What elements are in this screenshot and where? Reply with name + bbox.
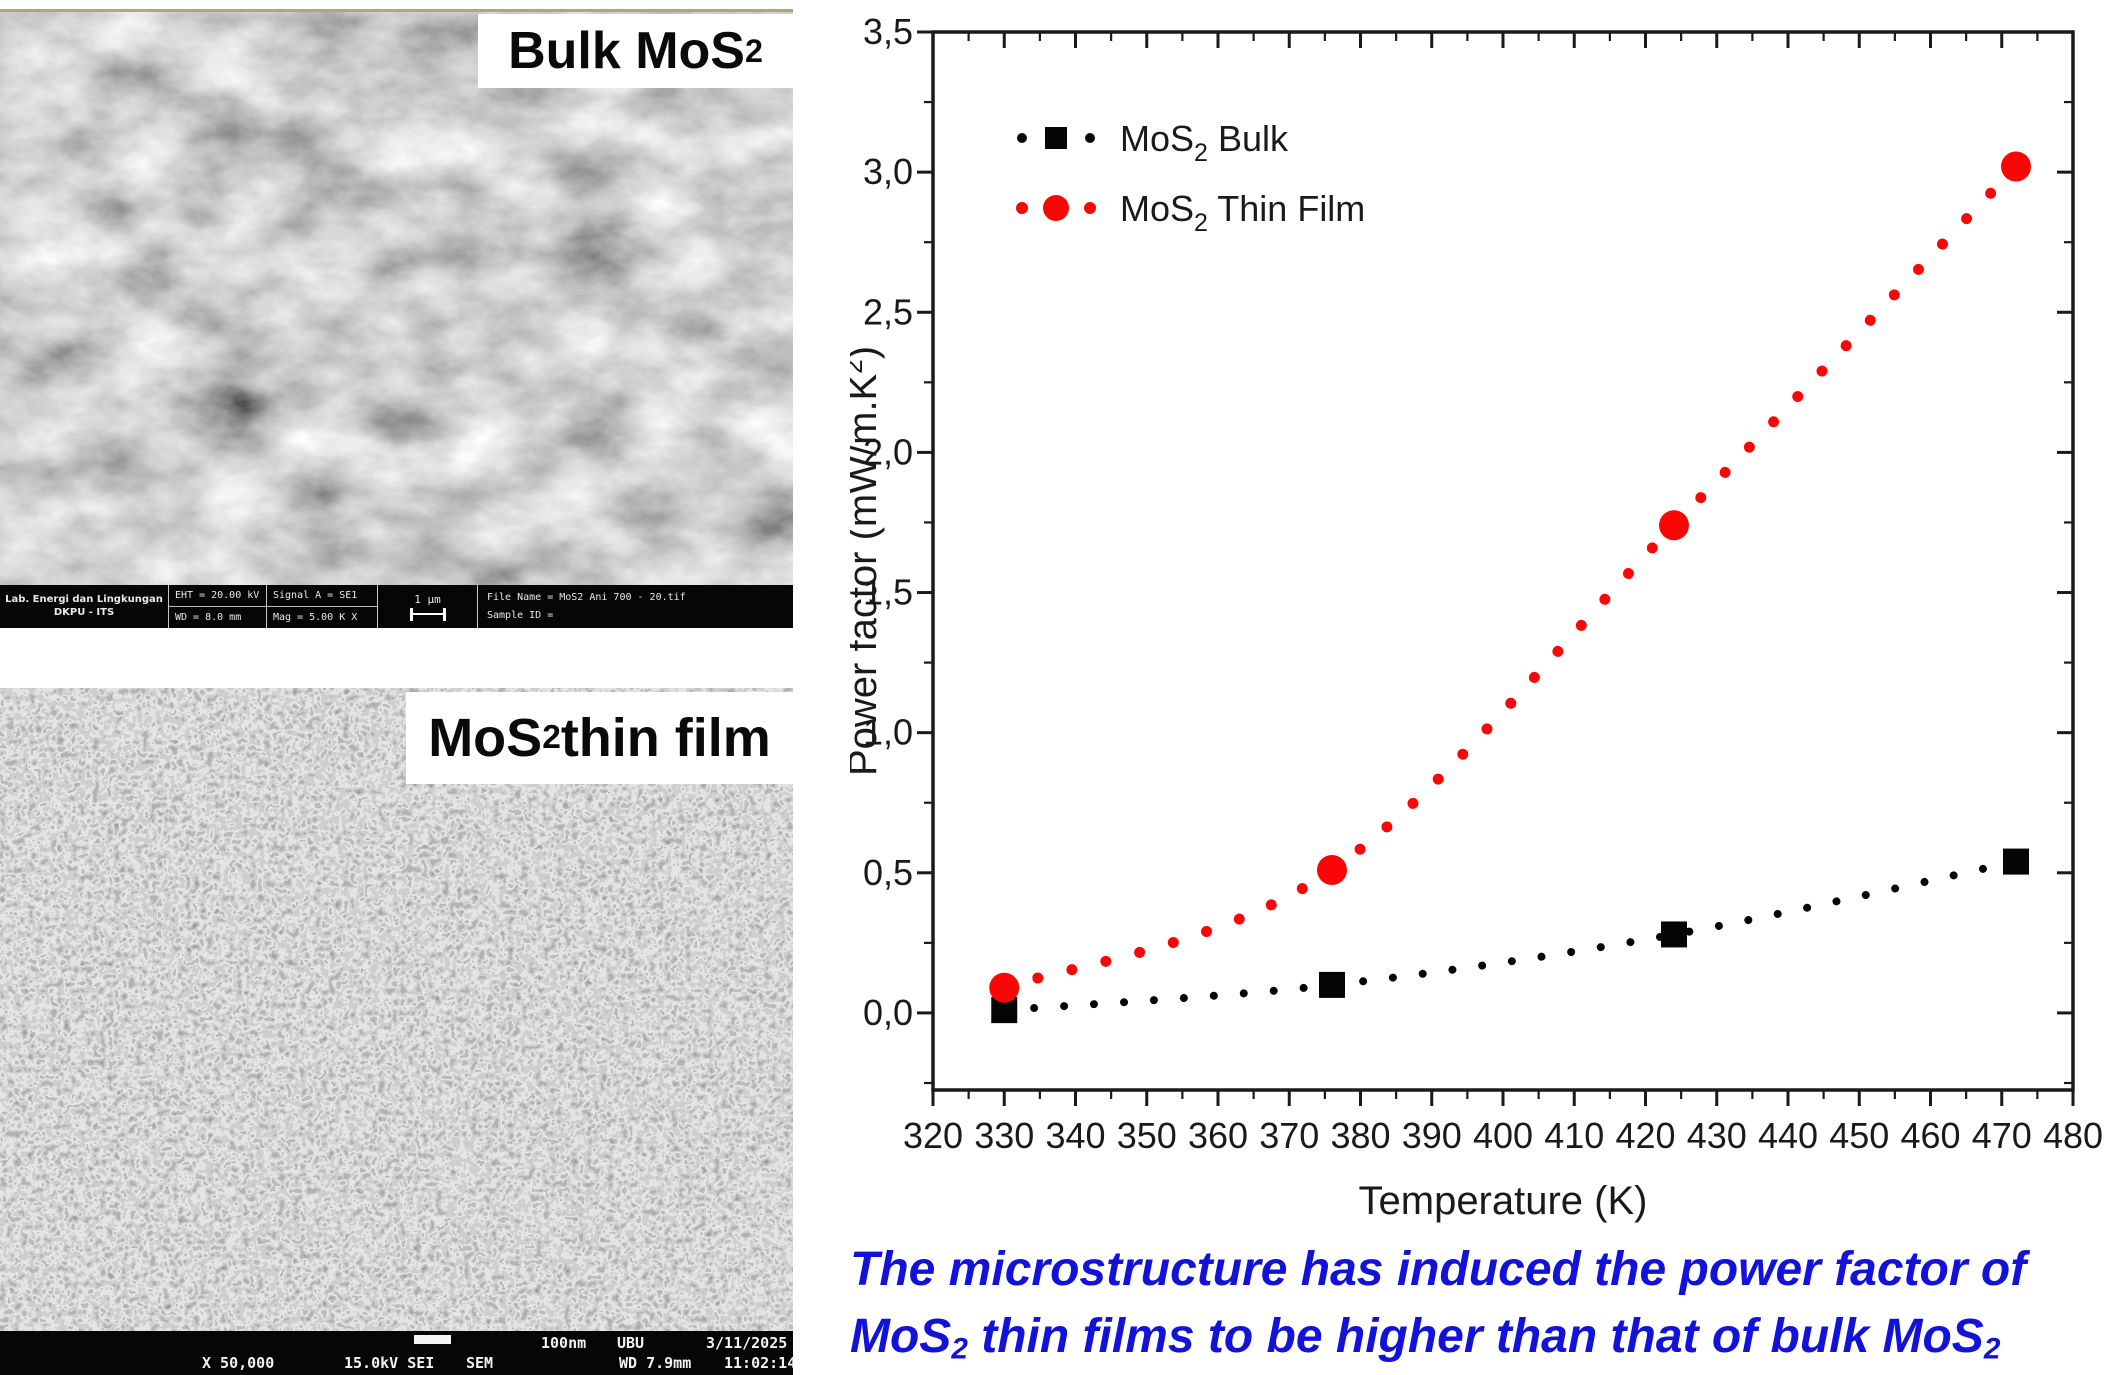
sem-signal-value: Signal A = SE1 (267, 585, 377, 607)
svg-text:350: 350 (1117, 1115, 1177, 1156)
sem-scale-cell: 1 μm (377, 585, 477, 628)
svg-text:MoS2 Thin Film: MoS2 Thin Film (1120, 188, 1365, 237)
svg-text:2,5: 2,5 (863, 291, 913, 332)
series-markers-1 (989, 151, 2031, 1003)
caption-line-1: The microstructure has induced the power… (850, 1243, 2027, 1296)
svg-text:380: 380 (1330, 1115, 1390, 1156)
scale-bar-100nm (414, 1335, 451, 1344)
sem-scale-label: 1 μm (414, 592, 441, 606)
sem2-voltage: 15.0kV SEI (344, 1354, 435, 1372)
sem-info-bar-thin-film: 100nm UBU 3/11/2025 X 50,000 15.0kV SEI … (0, 1331, 793, 1375)
sem2-mode: SEM (466, 1354, 494, 1372)
svg-text:330: 330 (974, 1115, 1034, 1156)
svg-text:460: 460 (1900, 1115, 1960, 1156)
svg-text:440: 440 (1758, 1115, 1818, 1156)
svg-text:0,5: 0,5 (863, 852, 913, 893)
y-axis-ticks (917, 30, 2073, 1085)
lab-line-2: DKPU - ITS (53, 606, 115, 618)
power-factor-chart: 320 330 340 350 360 370 380 390 400 410 420 430 440 4… (838, 0, 2117, 1240)
lab-line-1: Lab. Energi dan Lingkungan (5, 594, 163, 605)
svg-text:360: 360 (1188, 1115, 1248, 1156)
sem-mag-value: Mag = 5.00 K X (273, 612, 358, 623)
sem2-magnification: X 50,000 (202, 1354, 275, 1372)
svg-text:1,5: 1,5 (863, 572, 913, 613)
sem2-scale-label: 100nm (541, 1334, 587, 1352)
x-axis-ticks (931, 32, 2075, 1106)
svg-text:320: 320 (903, 1115, 963, 1156)
sem-file-cell: File Name = MoS2 Ani 700 - 20.tif Sample… (477, 585, 793, 628)
figure-caption: The microstructure has induced the power… (850, 1236, 2117, 1370)
svg-text:400: 400 (1473, 1115, 1533, 1156)
svg-text:420: 420 (1615, 1115, 1675, 1156)
chart-svg: 320 330 340 350 360 370 380 390 400 410 420 430 440 4… (838, 11, 2103, 1223)
y-tick-labels: 0,0 0,5 1,0 1,5 2,0 2,5 3,0 3,5 (863, 11, 913, 1033)
sem-eht-value: EHT = 20.00 kV (169, 585, 266, 607)
sem-label-bulk-mos2: Bulk MoS 2 (478, 14, 793, 88)
series-line-1 (998, 161, 2022, 994)
x-tick-labels: 320 330 340 350 360 370 380 390 400 410 420 430 440 4… (903, 1115, 2103, 1156)
sem-wd-value: WD = 8.0 mm (175, 612, 242, 623)
svg-text:480: 480 (2043, 1115, 2103, 1156)
svg-text:0,0: 0,0 (863, 992, 913, 1033)
svg-text:2,0: 2,0 (863, 431, 913, 472)
sem2-date: 3/11/2025 (706, 1334, 788, 1352)
sem-micrograph-thin-film (0, 688, 793, 1375)
sem-info-bar-bulk: Lab. Energi dan Lingkungan DKPU - ITS EH… (0, 585, 793, 628)
sem-eht-wd-cell: EHT = 20.00 kV WD = 8.0 mm (168, 585, 266, 628)
sem-label-mos2-thin-film: MoS 2 thin film (406, 692, 793, 784)
plot-frame (931, 30, 2075, 1092)
caption-line-2: MoS2 thin films to be higher than that o… (850, 1310, 2001, 1366)
series-line-0 (1000, 857, 2020, 1015)
sem-file-name: File Name = MoS2 Ani 700 - 20.tif (487, 591, 686, 603)
x-axis-title: Temperature (K) (1359, 1179, 1648, 1223)
svg-text:340: 340 (1045, 1115, 1105, 1156)
sem-lab-name: Lab. Energi dan Lingkungan DKPU - ITS (0, 585, 168, 628)
svg-text:370: 370 (1259, 1115, 1319, 1156)
svg-text:1,0: 1,0 (863, 712, 913, 753)
svg-text:390: 390 (1402, 1115, 1462, 1156)
scale-bar-icon (409, 607, 446, 621)
sem-panel-thin-film: MoS 2 thin film 100nm UBU 3/11/2025 X 50,… (0, 688, 793, 1375)
y-axis-title: Power factor (mW/m.K2) (850, 346, 885, 776)
sem-sample-id: Sample ID = (487, 610, 554, 622)
svg-text:430: 430 (1687, 1115, 1747, 1156)
svg-text:3,0: 3,0 (863, 151, 913, 192)
sem2-time: 11:02:14 (724, 1354, 793, 1372)
svg-text:MoS2 Bulk: MoS2 Bulk (1120, 118, 1289, 167)
svg-text:470: 470 (1972, 1115, 2032, 1156)
svg-text:450: 450 (1829, 1115, 1889, 1156)
svg-text:410: 410 (1544, 1115, 1604, 1156)
sem-panel-bulk: Bulk MoS 2 Lab. Energi dan Lingkungan DKP… (0, 0, 793, 630)
chart-legend: MoS2 Bulk MoS2 Thin Film (1016, 118, 1365, 237)
sem2-wd: WD 7.9mm (619, 1354, 692, 1372)
sem2-facility: UBU (617, 1334, 645, 1352)
sem-micrograph-bulk (0, 12, 793, 585)
svg-text:3,5: 3,5 (863, 11, 913, 52)
sem-top-border-line (0, 9, 793, 12)
sem-signal-mag-cell: Signal A = SE1 Mag = 5.00 K X (266, 585, 377, 628)
series-markers-0 (991, 848, 2029, 1024)
